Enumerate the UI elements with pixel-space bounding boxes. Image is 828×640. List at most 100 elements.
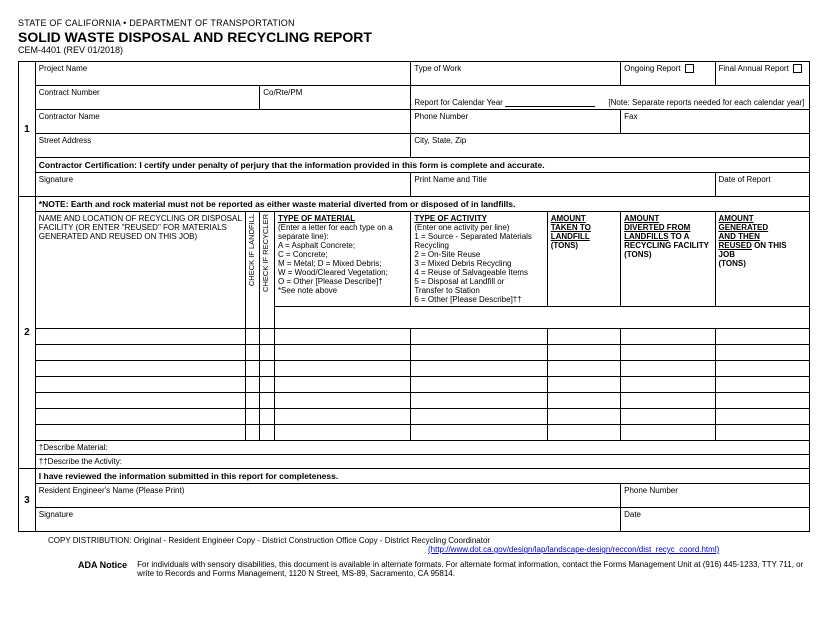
amt-landfill-head: AMOUNT TAKEN TO LANDFILL (TONS)	[547, 212, 620, 307]
amt-generated-tons: (TONS)	[719, 259, 746, 268]
note-separate: [Note: Separate reports needed for each …	[608, 98, 804, 107]
amt-landfill-l1: AMOUNT	[551, 214, 586, 223]
section-1-num: 1	[19, 62, 36, 197]
street-cell[interactable]: Street Address	[35, 134, 411, 158]
table-row[interactable]	[19, 377, 810, 393]
engineer-phone-label: Phone Number	[624, 486, 678, 495]
amt-diverted-l5: RECYCLING FACILITY	[624, 241, 709, 250]
signature-cell[interactable]: Signature	[35, 173, 411, 197]
engineer-label: Resident Engineer's Name (Please Print)	[39, 486, 185, 495]
engineer-date-label: Date	[624, 510, 641, 519]
amt-landfill-tons: (TONS)	[551, 241, 578, 250]
table-row[interactable]	[19, 329, 810, 345]
ada-label: ADA Notice	[78, 560, 137, 578]
street-label: Street Address	[39, 136, 91, 145]
date-report-cell[interactable]: Date of Report	[715, 173, 809, 197]
phone-cell[interactable]: Phone Number	[411, 110, 621, 134]
extra-head-cell	[274, 307, 809, 329]
project-name-cell[interactable]: Project Name	[35, 62, 411, 86]
ada-notice: ADA Notice For individuals with sensory …	[18, 560, 810, 578]
engineer-phone-cell[interactable]: Phone Number	[621, 484, 810, 508]
type-material-head: TYPE OF MATERIAL (Enter a letter for eac…	[274, 212, 410, 307]
type-of-work-label: Type of Work	[414, 64, 461, 73]
type-activity-body: (Enter one activity per line) 1 = Source…	[414, 223, 532, 304]
amt-diverted-tons: (TONS)	[624, 250, 651, 259]
ongoing-cell[interactable]: Ongoing Report	[621, 62, 715, 86]
amt-diverted-l2: DIVERTED FROM	[624, 223, 690, 232]
name-loc-text: NAME AND LOCATION OF RECYCLING OR DISPOS…	[39, 214, 242, 241]
contractor-name-cell[interactable]: Contractor Name	[35, 110, 411, 134]
name-loc-head: NAME AND LOCATION OF RECYCLING OR DISPOS…	[35, 212, 245, 329]
signature-label: Signature	[39, 175, 73, 184]
section-2-note: *NOTE: Earth and rock material must not …	[35, 197, 809, 212]
contract-number-cell[interactable]: Contract Number	[35, 86, 259, 110]
reviewed-line: I have reviewed the information submitte…	[35, 469, 809, 484]
table-row[interactable]	[19, 361, 810, 377]
certification-line: Contractor Certification: I certify unde…	[35, 158, 809, 173]
amt-generated-l3: AND THEN	[719, 232, 760, 241]
section-3-num: 3	[19, 469, 36, 532]
agency-line: STATE OF CALIFORNIA • DEPARTMENT OF TRAN…	[18, 18, 810, 28]
amt-diverted-l3: LANDFILLS	[624, 232, 668, 241]
co-rte-pm-cell[interactable]: Co/Rte/PM	[260, 86, 411, 110]
ongoing-checkbox[interactable]	[685, 64, 694, 73]
report-year-cell[interactable]: Report for Calendar Year [Note: Separate…	[411, 86, 810, 110]
type-activity-head: TYPE OF ACTIVITY (Enter one activity per…	[411, 212, 547, 307]
type-of-work-cell[interactable]: Type of Work	[411, 62, 621, 86]
contractor-name-label: Contractor Name	[39, 112, 100, 121]
describe-material-label: †Describe Material:	[39, 443, 108, 452]
copy-distribution: COPY DISTRIBUTION: Original - Resident E…	[18, 536, 810, 554]
form-title: SOLID WASTE DISPOSAL AND RECYCLING REPOR…	[18, 29, 810, 45]
print-name-cell[interactable]: Print Name and Title	[411, 173, 715, 197]
copy-dist-text: COPY DISTRIBUTION: Original - Resident E…	[48, 536, 490, 545]
report-year-label: Report for Calendar Year	[414, 98, 503, 107]
report-year-line[interactable]	[505, 98, 595, 107]
amt-generated-head: AMOUNT GENERATED AND THEN REUSED ON THIS…	[715, 212, 809, 307]
engineer-date-cell[interactable]: Date	[621, 508, 810, 532]
fax-label: Fax	[624, 112, 637, 121]
co-rte-pm-label: Co/Rte/PM	[263, 88, 302, 97]
date-report-label: Date of Report	[719, 175, 771, 184]
form-table: 1 Project Name Type of Work Ongoing Repo…	[18, 61, 810, 532]
ada-text: For individuals with sensory disabilitie…	[137, 560, 810, 578]
final-cell[interactable]: Final Annual Report	[715, 62, 809, 86]
table-row[interactable]	[19, 425, 810, 441]
check-recycler-head: CHECK IF RECYCLER	[260, 212, 275, 329]
engineer-cell[interactable]: Resident Engineer's Name (Please Print)	[35, 484, 620, 508]
engineer-sig-cell[interactable]: Signature	[35, 508, 620, 532]
type-material-title: TYPE OF MATERIAL	[278, 214, 355, 223]
amt-generated-l6: JOB	[719, 250, 735, 259]
amt-generated-l2: GENERATED	[719, 223, 769, 232]
check-recycler-label: CHECK IF RECYCLER	[260, 212, 271, 294]
describe-activity-cell[interactable]: ††Describe the Activity:	[35, 455, 809, 469]
project-name-label: Project Name	[39, 64, 87, 73]
section-2-num: 2	[19, 197, 36, 469]
engineer-sig-label: Signature	[39, 510, 73, 519]
check-landfill-label: CHECK IF LANDFILL	[246, 212, 257, 288]
table-row[interactable]	[19, 345, 810, 361]
amt-diverted-l1: AMOUNT	[624, 214, 659, 223]
city-cell[interactable]: City, State, Zip	[411, 134, 810, 158]
describe-activity-label: ††Describe the Activity:	[39, 457, 122, 466]
amt-landfill-l2: TAKEN TO	[551, 223, 591, 232]
amt-diverted-l4: TO A	[669, 232, 690, 241]
type-material-body: (Enter a letter for each type on a separ…	[278, 223, 393, 295]
amt-landfill-l3: LANDFILL	[551, 232, 590, 241]
amt-generated-l5: ON THIS	[752, 241, 787, 250]
city-label: City, State, Zip	[414, 136, 466, 145]
ongoing-label: Ongoing Report	[624, 64, 680, 73]
print-name-label: Print Name and Title	[414, 175, 486, 184]
describe-material-cell[interactable]: †Describe Material:	[35, 441, 809, 455]
amt-generated-l4: REUSED	[719, 241, 752, 250]
final-checkbox[interactable]	[793, 64, 802, 73]
form-rev: CEM-4401 (REV 01/2018)	[18, 45, 810, 55]
table-row[interactable]	[19, 393, 810, 409]
coord-link[interactable]: (http://www.dot.ca.gov/design/lap/landsc…	[428, 545, 719, 554]
final-label: Final Annual Report	[719, 64, 789, 73]
amt-generated-l1: AMOUNT	[719, 214, 754, 223]
phone-label: Phone Number	[414, 112, 468, 121]
fax-cell[interactable]: Fax	[621, 110, 810, 134]
amt-diverted-head: AMOUNT DIVERTED FROM LANDFILLS TO A RECY…	[621, 212, 715, 307]
table-row[interactable]	[19, 409, 810, 425]
contract-number-label: Contract Number	[39, 88, 100, 97]
